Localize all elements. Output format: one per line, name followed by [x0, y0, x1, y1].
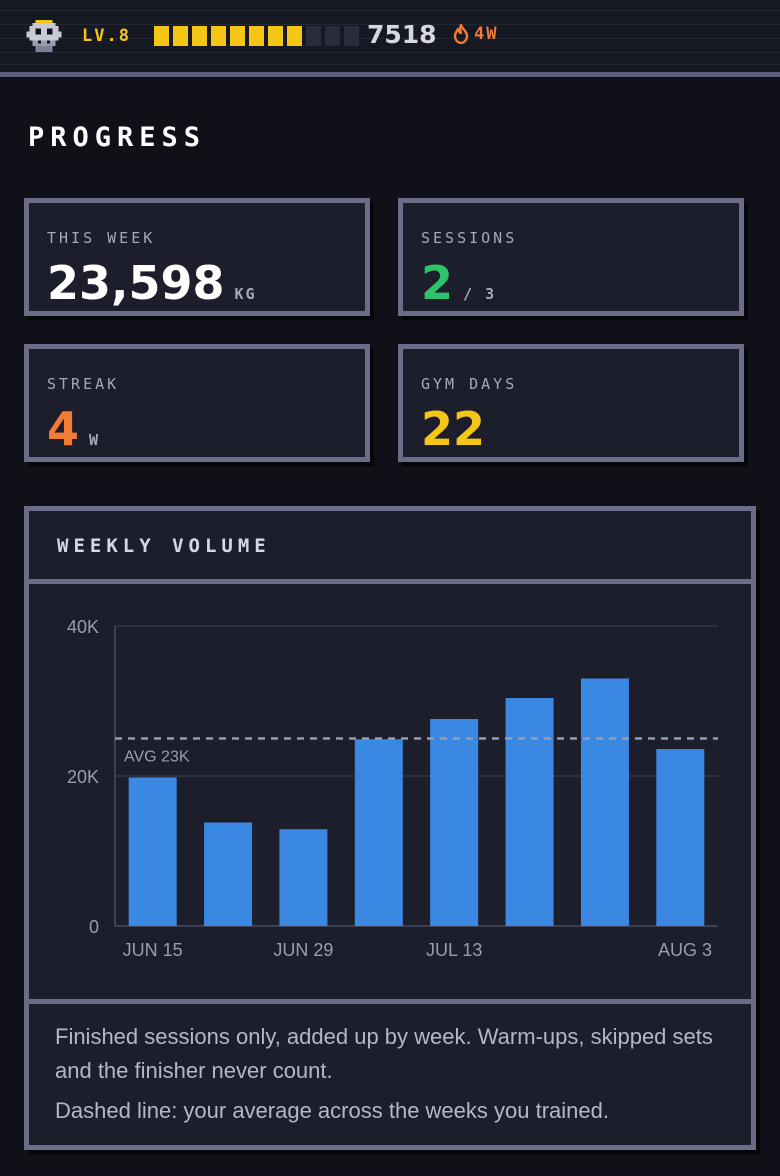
bar-jul-6: [354, 739, 403, 926]
weekly-volume-card: WEEKLY VOLUME 0 20K 40K JUN 15 JUN 29 JUL 13 A…: [24, 506, 756, 1150]
chart-footnote: Finished sessions only, added up by week…: [29, 999, 751, 1145]
xp-points: 7518: [367, 20, 437, 49]
stat-card-streak: STREAK 4 W: [24, 344, 370, 462]
x-tick-label: JUN 29: [273, 940, 333, 960]
average-label: AVG 23K: [124, 749, 190, 766]
stat-card-sessions: SESSIONS 2 / 3: [398, 198, 744, 316]
bar-jul-20: [505, 698, 554, 926]
x-tick-label: JUL 13: [426, 940, 482, 960]
footnote-text: Dashed line: your average across the wee…: [55, 1098, 609, 1123]
stat-value: 23,598: [47, 256, 225, 310]
xp-segment: [325, 26, 340, 46]
xp-segment: [268, 26, 283, 46]
x-tick-label: JUN 15: [123, 940, 183, 960]
footnote-text: Finished sessions only, added up by week…: [55, 1024, 713, 1083]
stat-unit: KG: [234, 285, 257, 303]
weekly-volume-chart: 0 20K 40K JUN 15 JUN 29 JUL 13 AUG 3 AVG 23K: [67, 617, 718, 960]
stat-label: STREAK: [47, 375, 120, 393]
bar-jul-27: [580, 678, 629, 926]
bar-jul-13: [430, 719, 479, 926]
xp-segment: [344, 26, 359, 46]
chart-header: WEEKLY VOLUME: [29, 511, 751, 584]
xp-segment: [306, 26, 321, 46]
level-label: LV.8: [82, 26, 131, 46]
x-tick-label: AUG 3: [658, 940, 712, 960]
xp-segment: [249, 26, 264, 46]
xp-progress-bar: [154, 26, 359, 46]
stat-card-this-week: THIS WEEK 23,598 KG: [24, 198, 370, 316]
stat-value: 22: [421, 402, 486, 456]
y-tick-label: 40K: [67, 617, 99, 637]
xp-segment: [192, 26, 207, 46]
xp-segment: [154, 26, 169, 46]
flame-icon: [453, 24, 469, 44]
page-title: PROGRESS: [28, 122, 207, 153]
xp-segment: [211, 26, 226, 46]
stat-value: 2: [421, 256, 454, 310]
y-tick-label: 0: [89, 917, 99, 937]
y-tick-label: 20K: [67, 767, 99, 787]
bar-jun-29: [279, 829, 328, 926]
stat-value: 4: [47, 402, 80, 456]
stat-card-gym-days: GYM DAYS 22: [398, 344, 744, 462]
bar-jun-15: [128, 777, 177, 926]
xp-segment: [287, 26, 302, 46]
top-bar: LV.8 7518 4W: [0, 0, 780, 77]
xp-segment: [230, 26, 245, 46]
chart-title: WEEKLY VOLUME: [57, 535, 271, 557]
stat-label: GYM DAYS: [421, 375, 518, 393]
stat-label: SESSIONS: [421, 229, 518, 247]
xp-segment: [173, 26, 188, 46]
stat-unit: W: [89, 431, 101, 449]
streak-chip[interactable]: 4W: [452, 24, 498, 44]
avatar-icon[interactable]: [26, 20, 62, 52]
bar-aug-3: [656, 749, 705, 926]
stat-label: THIS WEEK: [47, 229, 156, 247]
bar-jun-22: [204, 822, 253, 926]
streak-chip-label: 4W: [474, 24, 499, 44]
stat-unit: / 3: [463, 285, 497, 303]
